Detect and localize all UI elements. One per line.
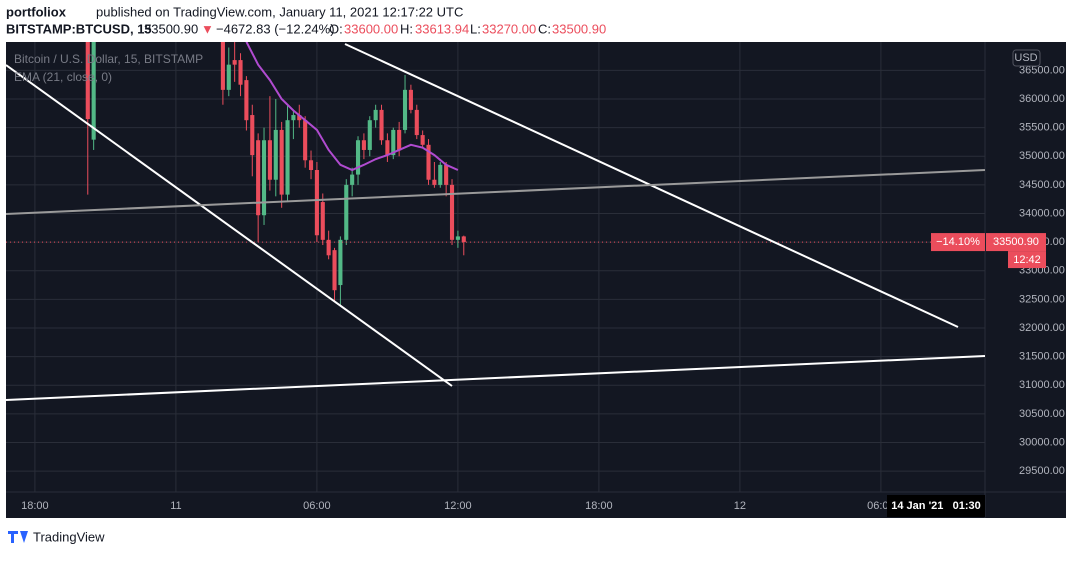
o-label: O: [329, 21, 343, 36]
candle-body [244, 80, 249, 121]
candle-body [338, 239, 343, 286]
brand[interactable]: TradingView [33, 529, 105, 544]
candle-body [314, 169, 319, 236]
countdown-badge [1008, 251, 1046, 269]
candle-body [220, 42, 225, 90]
candle-body [297, 115, 302, 121]
trend-line [6, 64, 453, 387]
candle-body [461, 236, 466, 243]
countdown: 12:42 [1013, 254, 1041, 266]
candle-body [232, 60, 237, 65]
l-value: 33270.00 [482, 21, 536, 36]
symbol: BITSTAMP:BTCUSD, 15 [6, 21, 152, 36]
indicator-legend: EMA (21, close, 0) [14, 70, 112, 84]
y-tick-label: 29500.00 [1019, 465, 1065, 477]
candle-body [267, 140, 272, 180]
x-tick-label: 12 [734, 500, 746, 512]
candle-body [261, 140, 267, 216]
candle-body [91, 42, 96, 140]
candle-body [344, 184, 349, 240]
candle-body [332, 250, 337, 291]
y-tick-label: 30000.00 [1019, 436, 1065, 448]
y-tick-label: 30500.00 [1019, 408, 1065, 420]
currency: USD [1014, 52, 1037, 64]
last-price-label: 33500.90 [993, 236, 1039, 248]
crosshair-time-box [887, 495, 985, 517]
x-tick-label: 18:00 [585, 500, 613, 512]
candle-body [449, 184, 455, 240]
symbol-legend: Bitcoin / U.S. Dollar, 15, BITSTAMP [14, 52, 203, 66]
drawings [6, 43, 985, 401]
candle-body [85, 42, 90, 120]
candle-body [355, 140, 361, 175]
c-value: 33500.90 [552, 21, 606, 36]
candle-body [326, 239, 331, 256]
x-tick-label: 11 [170, 500, 181, 512]
x-tick-label: 12:00 [444, 500, 472, 512]
candle-body [397, 129, 402, 151]
y-tick-label: 36000.00 [1019, 93, 1065, 105]
published-text: published on TradingView.com, January 11… [96, 4, 463, 19]
h-value: 33613.94 [415, 21, 469, 36]
candle-body [408, 89, 413, 110]
candle-body [432, 179, 437, 185]
candle-body [350, 174, 355, 185]
change-label: −14.10% [936, 236, 980, 248]
chart-background [6, 42, 1066, 518]
y-tick-label: 36500.00 [1019, 64, 1065, 76]
trend-line [6, 355, 985, 401]
y-tick-label: 31000.00 [1019, 379, 1065, 391]
candle-body [438, 164, 443, 185]
change-badge [931, 233, 985, 252]
candle-body [379, 109, 384, 141]
candle-body [414, 109, 419, 136]
y-tick-label: 32000.00 [1019, 322, 1065, 334]
l-label: L: [470, 21, 481, 36]
h-label: H: [400, 21, 413, 36]
x-tick-label: 18:00 [21, 500, 49, 512]
candle-body [320, 202, 325, 240]
arrow: ▼ [201, 21, 214, 36]
currency-box[interactable] [1012, 49, 1041, 67]
last-price-badge [986, 233, 1046, 252]
candle-body [303, 120, 308, 161]
candle-body [308, 160, 314, 170]
o-value: 33600.00 [344, 21, 398, 36]
candle-body [420, 135, 425, 145]
candle-body [291, 115, 296, 121]
brand-logo[interactable] [8, 531, 28, 543]
candle-body [256, 140, 261, 216]
y-tick-label: 34000.00 [1019, 207, 1065, 219]
candle-body [385, 140, 390, 156]
trend-line [6, 169, 985, 215]
y-tick-label: 35000.00 [1019, 150, 1065, 162]
y-tick-label: 34500.00 [1019, 179, 1065, 191]
candle-body [238, 60, 243, 85]
candle-body [285, 120, 290, 195]
c-label: C: [538, 21, 551, 36]
y-tick-label: 31500.00 [1019, 351, 1065, 363]
candle-body [373, 109, 378, 121]
candle-body [402, 89, 408, 130]
candle-body [455, 236, 460, 240]
candle-body [273, 129, 278, 180]
candle-body [367, 120, 372, 150]
candle-body [361, 140, 366, 150]
ema-line [245, 42, 459, 172]
change: −4672.83 (−12.24%) [216, 21, 335, 36]
y-tick-label: 32500.00 [1019, 293, 1065, 305]
candle-body [391, 129, 396, 156]
candle-body [226, 64, 231, 90]
x-tick-label: 06:00 [303, 500, 331, 512]
publisher: portfoliox [6, 4, 67, 19]
price: 33500.90 [144, 21, 198, 36]
y-tick-label: 35500.00 [1019, 122, 1065, 134]
candle-body [250, 115, 255, 156]
candle-body [279, 129, 284, 195]
candle-body [444, 164, 449, 185]
crosshair-time: 14 Jan '21 01:30 [891, 500, 980, 512]
candle-body [426, 144, 431, 180]
